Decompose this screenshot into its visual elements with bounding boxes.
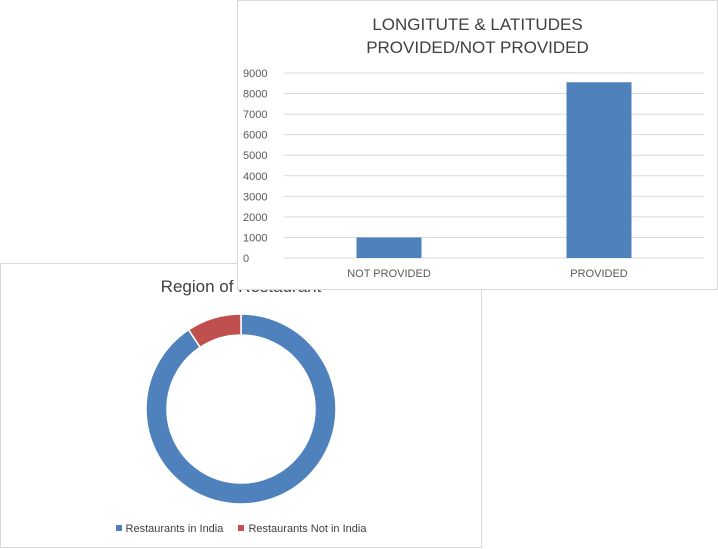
bar-chart: 0 1000 2000 3000 4000 5000 6000 7000 8000 9000 NOT… bbox=[243, 68, 704, 280]
legend-label-not-india: Restaurants Not in India bbox=[248, 523, 367, 535]
y-tick-label: 4000 bbox=[243, 171, 267, 183]
donut-chart bbox=[145, 313, 337, 505]
y-tick-label: 0 bbox=[243, 253, 249, 265]
y-tick-label: 5000 bbox=[243, 150, 267, 162]
donut-slice bbox=[187, 313, 242, 349]
y-tick-label: 7000 bbox=[243, 109, 267, 121]
legend-swatch-not-india bbox=[238, 525, 245, 531]
bar-chart-panel: LONGITUTE & LATITUDES PROVIDED/NOT PROVI… bbox=[237, 0, 718, 290]
donut-chart-panel: Region of Restaurant Restaurants in Indi… bbox=[0, 263, 482, 548]
y-tick-label: 8000 bbox=[243, 89, 267, 101]
y-tick-label: 3000 bbox=[243, 191, 267, 203]
x-tick-label: PROVIDED bbox=[570, 268, 628, 280]
legend-item-not-india: Restaurants Not in India bbox=[238, 523, 366, 535]
bar bbox=[356, 237, 422, 258]
y-tick-label: 6000 bbox=[243, 130, 267, 142]
legend-item-india: Restaurants in India bbox=[115, 523, 224, 535]
legend-swatch-india bbox=[115, 525, 122, 531]
y-tick-label: 1000 bbox=[243, 232, 267, 244]
donut-legend: Restaurants in India Restaurants Not in … bbox=[1, 523, 481, 535]
legend-label-india: Restaurants in India bbox=[125, 523, 224, 535]
y-tick-label: 9000 bbox=[243, 68, 267, 80]
bar bbox=[566, 82, 632, 258]
bar-chart-title: LONGITUTE & LATITUDES PROVIDED/NOT PROVI… bbox=[366, 15, 589, 57]
x-tick-label: NOT PROVIDED bbox=[347, 268, 431, 280]
donut-slice bbox=[145, 313, 337, 505]
y-tick-label: 2000 bbox=[243, 212, 267, 224]
